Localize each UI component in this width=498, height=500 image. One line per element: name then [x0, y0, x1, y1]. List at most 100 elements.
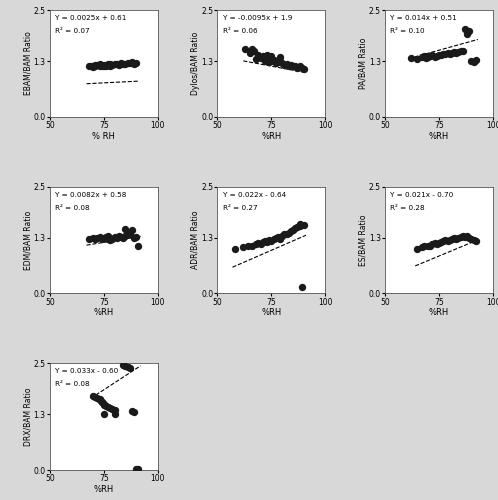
Point	[91, 234, 99, 242]
Point	[100, 401, 108, 409]
Text: R² = 0.28: R² = 0.28	[390, 204, 425, 210]
Point	[465, 28, 473, 36]
Point	[267, 238, 275, 246]
Point	[274, 58, 282, 66]
Text: Y = 0.021x - 0.70: Y = 0.021x - 0.70	[390, 192, 454, 198]
Y-axis label: EDM/BAM Ratio: EDM/BAM Ratio	[23, 210, 32, 270]
Point	[104, 234, 112, 242]
Point	[100, 61, 108, 69]
Point	[293, 223, 301, 231]
Point	[104, 402, 112, 410]
Point	[280, 230, 288, 238]
Point	[104, 61, 112, 69]
Point	[259, 52, 267, 60]
Point	[452, 49, 460, 57]
X-axis label: %RH: %RH	[261, 132, 281, 140]
Point	[450, 234, 458, 242]
Point	[263, 51, 271, 59]
X-axis label: %RH: %RH	[94, 308, 114, 317]
Point	[94, 234, 102, 242]
Point	[100, 410, 108, 418]
Point	[94, 61, 102, 69]
Point	[276, 58, 284, 66]
Point	[291, 224, 299, 232]
Point	[124, 364, 131, 372]
Point	[272, 234, 280, 242]
Point	[252, 240, 260, 248]
Point	[130, 408, 138, 416]
Point	[420, 52, 428, 60]
Point	[124, 60, 131, 68]
Point	[446, 236, 454, 244]
Point	[109, 234, 117, 242]
Point	[452, 234, 460, 242]
Point	[115, 232, 123, 239]
Point	[450, 48, 458, 56]
Point	[96, 396, 104, 404]
Point	[122, 60, 129, 68]
Point	[113, 234, 121, 242]
X-axis label: %RH: %RH	[429, 308, 449, 317]
Point	[256, 240, 264, 248]
Point	[120, 60, 127, 68]
Point	[107, 404, 115, 412]
Point	[455, 234, 463, 242]
Point	[104, 232, 112, 239]
Point	[98, 234, 106, 242]
Point	[461, 233, 469, 241]
Point	[111, 410, 119, 418]
Point	[252, 55, 260, 63]
Point	[435, 239, 443, 247]
Point	[89, 234, 97, 242]
Point	[424, 53, 432, 61]
Point	[433, 52, 441, 60]
Point	[300, 221, 308, 229]
Point	[470, 236, 478, 244]
Point	[439, 238, 447, 246]
Point	[437, 51, 445, 59]
Point	[126, 364, 134, 372]
Text: R² = 0.08: R² = 0.08	[55, 204, 90, 210]
X-axis label: %RH: %RH	[261, 308, 281, 317]
Point	[441, 50, 449, 58]
Point	[104, 60, 112, 68]
Point	[455, 48, 463, 56]
Point	[261, 58, 269, 66]
Y-axis label: DRX/BAM Ratio: DRX/BAM Ratio	[23, 388, 32, 446]
Point	[130, 234, 138, 242]
Point	[109, 405, 117, 413]
Point	[98, 62, 106, 70]
Point	[113, 60, 121, 68]
Point	[231, 244, 239, 252]
Point	[98, 398, 106, 406]
Point	[285, 228, 293, 236]
Text: Y = 0.022x - 0.64: Y = 0.022x - 0.64	[223, 192, 286, 198]
Point	[132, 60, 140, 68]
Point	[418, 53, 426, 61]
Point	[435, 52, 443, 60]
Point	[468, 58, 476, 66]
Point	[269, 56, 277, 64]
Point	[420, 242, 428, 250]
Point	[459, 232, 467, 239]
Point	[100, 400, 108, 407]
Point	[107, 60, 115, 68]
Point	[122, 226, 129, 234]
Text: R² = 0.07: R² = 0.07	[55, 28, 90, 34]
Point	[293, 64, 301, 72]
Point	[254, 51, 262, 59]
Point	[259, 238, 267, 246]
Point	[117, 60, 125, 68]
Point	[107, 236, 115, 244]
Point	[426, 52, 434, 60]
Point	[457, 47, 465, 55]
Point	[267, 58, 275, 66]
Point	[465, 234, 473, 242]
Point	[115, 61, 123, 69]
Point	[407, 54, 415, 62]
Y-axis label: ES/BAM Ratio: ES/BAM Ratio	[358, 214, 367, 266]
Point	[276, 53, 284, 61]
Text: R² = 0.06: R² = 0.06	[223, 28, 257, 34]
Point	[87, 62, 95, 70]
Point	[424, 242, 432, 250]
